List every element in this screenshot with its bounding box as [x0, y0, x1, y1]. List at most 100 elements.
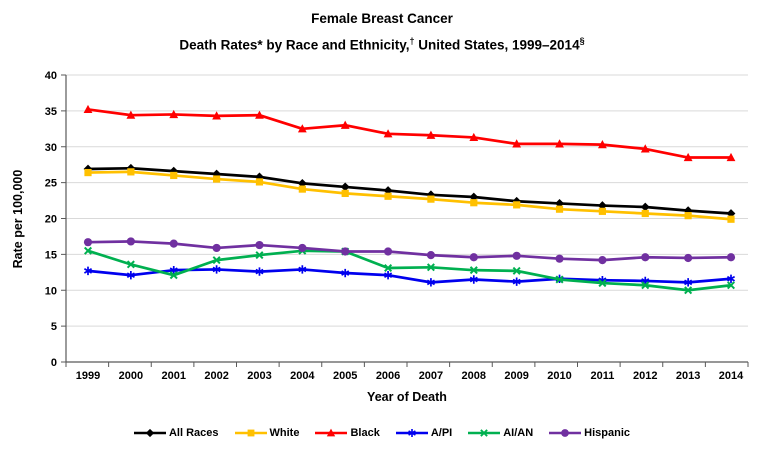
- series-ai-an: [83, 246, 736, 295]
- data-point-marker: [213, 175, 221, 183]
- data-point-marker: [512, 251, 521, 260]
- title-text: United States, 1999–2014: [414, 37, 580, 53]
- x-tick-label: 2003: [247, 370, 271, 382]
- series-line: [87, 240, 732, 262]
- data-point-marker: [341, 268, 350, 278]
- data-point-marker: [684, 286, 693, 295]
- series-white: [84, 168, 735, 223]
- chart-title: Female Breast Cancer Death Rates* by Rac…: [0, 8, 764, 57]
- data-point-marker: [255, 251, 264, 260]
- legend-marker-x-icon: [468, 429, 501, 437]
- data-point-marker: [598, 256, 607, 265]
- legend-marker-diamond-icon: [133, 428, 166, 438]
- data-point-marker: [126, 237, 135, 246]
- data-point-marker: [726, 274, 736, 283]
- chart-legend: All Races White Black A/PI AI/AN Hispanic: [0, 427, 764, 439]
- data-point-marker: [640, 144, 650, 153]
- data-point-marker: [555, 205, 564, 213]
- legend-label: Black: [350, 427, 380, 439]
- data-point-marker: [145, 428, 155, 438]
- x-tick-label: 2013: [676, 370, 700, 382]
- data-point-marker: [598, 139, 607, 149]
- legend-item-ai-an: AI/AN: [468, 427, 533, 439]
- x-tick-label: 2006: [376, 370, 400, 382]
- data-point-marker: [480, 429, 489, 437]
- axes: 0 5 10 15 20 25 30 35 40 1999 2000 2001 2002 2003 2004…: [45, 70, 749, 382]
- y-tick-label: 10: [45, 285, 57, 297]
- series-line: [87, 249, 732, 292]
- legend-label: Hispanic: [584, 427, 631, 439]
- data-point-marker: [298, 265, 307, 274]
- data-point-marker: [247, 429, 254, 437]
- data-point-marker: [555, 254, 564, 263]
- data-point-marker: [427, 195, 435, 203]
- section-footnote-mark: §: [579, 36, 585, 46]
- legend-marker-circle-icon: [549, 429, 582, 437]
- data-point-marker: [684, 212, 692, 220]
- data-point-marker: [212, 243, 221, 253]
- data-point-marker: [641, 253, 650, 262]
- data-point-marker: [212, 256, 221, 265]
- x-tick-label: 2012: [633, 370, 657, 382]
- data-point-marker: [384, 192, 392, 200]
- legend-marker-asterisk-icon: [395, 429, 428, 437]
- data-point-marker: [469, 253, 478, 262]
- x-tick-label: 2005: [333, 370, 357, 382]
- series-black: [83, 104, 736, 162]
- data-point-marker: [426, 263, 435, 272]
- data-point-marker: [683, 152, 693, 162]
- y-tick-label: 40: [45, 70, 57, 82]
- y-tick-label: 25: [45, 178, 57, 190]
- y-tick-label: 0: [51, 357, 57, 369]
- series-all-races: [83, 163, 736, 218]
- data-point-marker: [340, 182, 350, 192]
- x-tick-label: 2011: [590, 370, 614, 382]
- data-point-marker: [340, 120, 350, 129]
- data-point-marker: [598, 279, 607, 288]
- data-point-marker: [255, 110, 264, 119]
- legend-item-all-races: All Races: [133, 427, 219, 439]
- data-point-marker: [469, 266, 478, 275]
- data-point-marker: [555, 275, 564, 284]
- data-point-marker: [470, 199, 478, 207]
- data-point-marker: [512, 277, 521, 286]
- legend-label: AI/AN: [503, 427, 534, 439]
- title-text: Death Rates* by Race and Ethnicity,: [179, 37, 410, 53]
- series-line: [87, 108, 731, 159]
- legend-marker-square-icon: [234, 429, 267, 437]
- legend-item-white: White: [234, 427, 299, 439]
- data-point-marker: [384, 270, 393, 280]
- data-point-marker: [641, 281, 650, 290]
- data-point-marker: [83, 266, 93, 276]
- gridlines: [66, 74, 748, 327]
- data-point-marker: [170, 171, 178, 180]
- data-point-marker: [684, 278, 693, 287]
- data-point-marker: [126, 260, 135, 269]
- x-tick-label: 2010: [547, 370, 571, 382]
- data-point-marker: [512, 266, 521, 275]
- y-tick-label: 35: [45, 106, 57, 118]
- data-point-marker: [555, 139, 564, 148]
- data-point-marker: [426, 278, 435, 287]
- data-point-marker: [83, 238, 93, 247]
- data-point-marker: [298, 243, 307, 253]
- y-tick-label: 5: [51, 321, 57, 333]
- data-point-marker: [341, 189, 349, 197]
- data-point-marker: [169, 109, 179, 119]
- data-point-marker: [383, 129, 393, 138]
- series-a-pi: [83, 265, 736, 287]
- data-point-marker: [126, 270, 135, 280]
- data-point-marker: [169, 239, 178, 248]
- y-tick-label: 30: [45, 142, 57, 154]
- x-tick-label: 1999: [76, 370, 100, 382]
- series-hispanic: [83, 237, 736, 265]
- data-point-marker: [169, 271, 178, 280]
- data-point-marker: [83, 246, 93, 255]
- data-point-marker: [727, 215, 735, 223]
- data-point-marker: [298, 185, 306, 193]
- data-point-marker: [83, 104, 93, 114]
- legend-item-hispanic: Hispanic: [549, 427, 630, 439]
- legend-label: All Races: [168, 427, 219, 439]
- legend-marker-triangle-icon: [315, 428, 348, 437]
